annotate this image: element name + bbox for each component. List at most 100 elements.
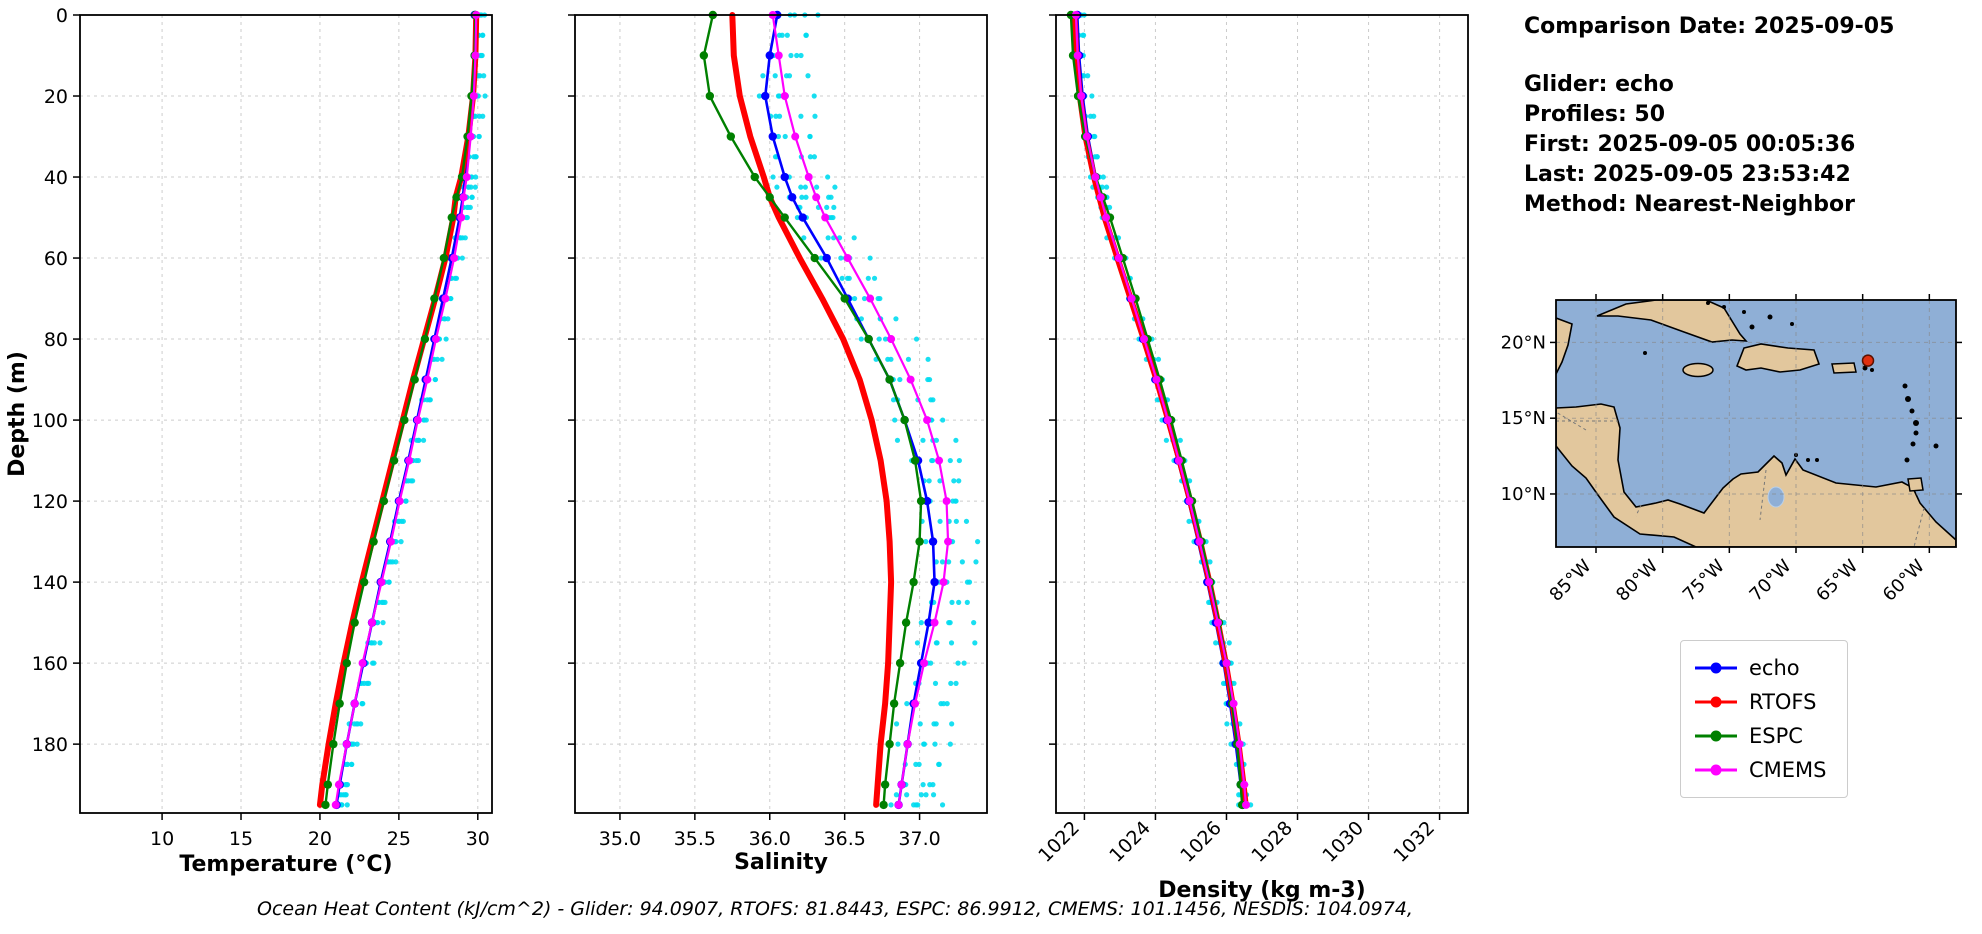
- glider-profile-point: [948, 680, 954, 686]
- glider-profile-point: [975, 538, 981, 545]
- series-marker-CMEMS: [1163, 416, 1172, 425]
- glider-profile-point: [794, 52, 800, 59]
- glider-profile-point: [946, 559, 952, 565]
- method: Method: Nearest-Neighbor: [1524, 192, 1855, 217]
- glider-profile-point: [918, 620, 924, 626]
- glider-profile-point: [473, 154, 479, 160]
- glider-profile-point: [913, 336, 920, 342]
- series-marker-CMEMS: [1102, 213, 1111, 222]
- series-marker-CMEMS: [1242, 800, 1251, 809]
- glider-profile-point: [877, 295, 883, 302]
- series-marker-CMEMS: [942, 497, 951, 506]
- glider-profile-point: [772, 73, 778, 79]
- glider-profile-point: [825, 174, 831, 180]
- glider-profile-point: [801, 235, 807, 241]
- series-marker-CMEMS: [350, 699, 359, 708]
- series-line-CMEMS: [1074, 13, 1248, 806]
- series-marker-ESPC: [915, 537, 924, 546]
- series-marker-CMEMS: [1205, 578, 1214, 587]
- glider-profile-point: [343, 792, 349, 798]
- series-marker-CMEMS: [944, 537, 953, 546]
- series-marker-ESPC: [909, 577, 918, 587]
- glider-profile-point: [894, 437, 901, 443]
- glider-profile-point: [951, 478, 957, 484]
- glider-profile-point: [1213, 640, 1219, 646]
- glider-profile-point: [861, 295, 868, 302]
- glider-profile-point: [897, 376, 903, 383]
- glider-profile-point: [851, 235, 857, 241]
- glider-profile-point: [472, 184, 478, 190]
- series-marker-CMEMS: [887, 335, 896, 344]
- glider-profile-point: [760, 73, 766, 79]
- glider-profile-point: [788, 52, 794, 59]
- y-tick-label: 80: [44, 329, 68, 351]
- glider-profile-point: [920, 437, 926, 443]
- legend-label-ESPC: ESPC: [1749, 724, 1803, 748]
- glider-profile-point: [940, 701, 947, 707]
- legend-entry-ESPC: ESPC: [1693, 719, 1835, 753]
- map-inset: 85°W 80°W 75°W 70°W 65°W 60°W 20°N 15°N 10°N: [1501, 294, 1962, 606]
- glider-profile-point: [465, 204, 471, 211]
- glider-profile-point: [913, 802, 919, 808]
- glider-profile-point: [794, 214, 800, 221]
- glider-profile-point: [1100, 174, 1106, 180]
- y-tick-label: 0: [56, 5, 68, 27]
- glider-profile-point: [921, 741, 928, 747]
- glider-profile-point: [844, 275, 851, 281]
- y-tick-label: 20: [44, 86, 68, 108]
- x-tick-label: 36.5: [824, 828, 866, 850]
- series-marker-ESPC: [885, 375, 894, 384]
- series-marker-CMEMS: [866, 294, 875, 303]
- glider-profile-point: [885, 356, 891, 362]
- glider-profile-point: [825, 235, 831, 241]
- glider-profile-point: [858, 336, 864, 342]
- glider-profile-point: [927, 782, 933, 788]
- series-marker-CMEMS: [368, 618, 377, 627]
- series-marker-CMEMS: [1229, 699, 1238, 708]
- glider-profile-point: [932, 741, 938, 747]
- series-marker-ESPC: [901, 618, 911, 627]
- glider-profile-point: [364, 680, 370, 686]
- x-tick-label: 1026: [1176, 817, 1226, 867]
- glider-profile-point: [947, 741, 953, 747]
- legend-entry-CMEMS: CMEMS: [1693, 753, 1835, 787]
- glider-profile-point: [930, 792, 937, 798]
- glider-profile-point: [358, 721, 364, 727]
- series-marker-ESPC: [910, 456, 920, 465]
- glider-profile-point: [932, 680, 939, 686]
- series-marker-echo: [930, 577, 939, 587]
- series-marker-CMEMS: [939, 578, 948, 587]
- series-marker-CMEMS: [1127, 294, 1136, 303]
- series-marker-CMEMS: [903, 740, 912, 749]
- glider-profile-point: [961, 660, 967, 666]
- glider-profile-point: [434, 356, 440, 362]
- glider-profile-point: [933, 437, 940, 443]
- series-marker-CMEMS: [1140, 335, 1149, 344]
- glider-profile-point: [799, 194, 805, 200]
- series-marker-echo: [924, 618, 933, 627]
- glider-profile-point: [441, 316, 447, 322]
- glider-profile-point: [966, 579, 973, 585]
- series-marker-echo: [780, 172, 789, 182]
- glider-profile-point: [1091, 113, 1097, 119]
- glider-profile-point: [480, 113, 486, 119]
- series-marker-CMEMS: [395, 497, 404, 506]
- glider-profile-point: [876, 336, 882, 342]
- glider-profile-point: [462, 235, 468, 241]
- profiles-count: Profiles: 50: [1524, 102, 1666, 127]
- glider-profile-point: [1207, 559, 1213, 565]
- glider-profile-point: [772, 154, 779, 160]
- series-marker-CMEMS: [431, 335, 440, 344]
- map-lon-label: 75°W: [1679, 556, 1729, 606]
- glider-name: Glider: echo: [1524, 72, 1674, 97]
- series-marker-CMEMS: [791, 132, 800, 141]
- series-marker-ESPC: [420, 334, 430, 344]
- y-tick-label: 180: [32, 734, 68, 756]
- glider-profile-point: [923, 792, 929, 798]
- map-land-yucatan: [1556, 317, 1573, 375]
- series-marker-ESPC: [885, 739, 894, 749]
- glider-profile-point: [360, 701, 366, 707]
- glider-profile-point: [344, 761, 350, 767]
- glider-profile-point: [828, 194, 834, 200]
